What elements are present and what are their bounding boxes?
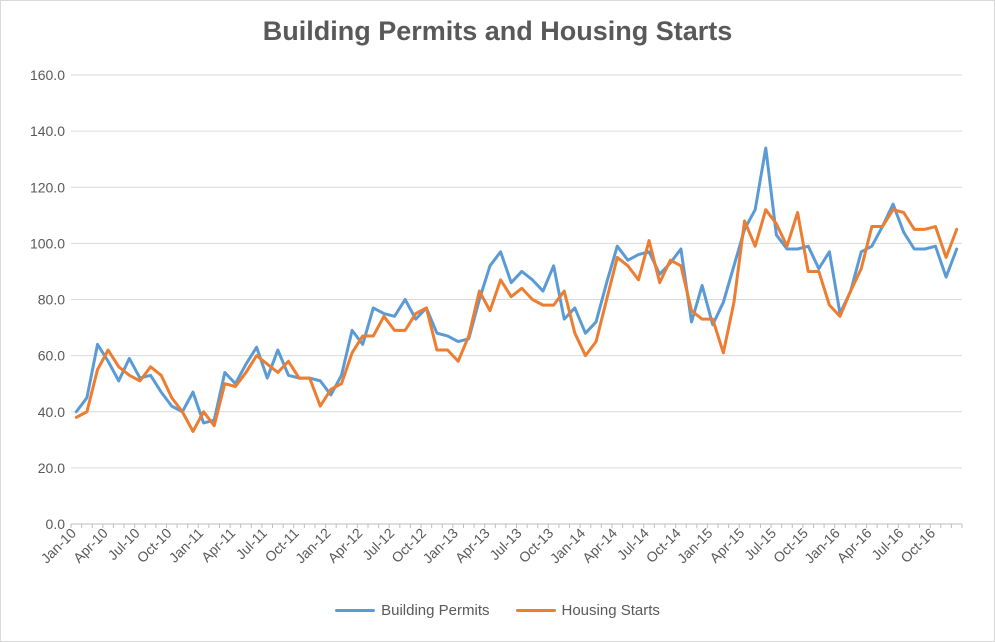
y-tick-label: 140.0 (30, 123, 65, 139)
x-tick-label: Apr-10 (70, 525, 111, 566)
series-lines (74, 146, 959, 433)
legend-item-housing-starts: Housing Starts (515, 602, 660, 619)
x-tick-label: Jan-16 (801, 525, 843, 567)
x-tick-label: Jan-12 (292, 525, 334, 567)
series-line-building-permits (74, 146, 959, 425)
x-tick-label: Oct-16 (897, 525, 938, 566)
y-tick-label: 60.0 (38, 348, 65, 364)
y-tick-label: 40.0 (38, 404, 65, 420)
legend-label-housing-starts: Housing Starts (561, 602, 660, 619)
y-tick-label: 160.0 (30, 67, 65, 83)
x-tick-label: Jan-14 (547, 525, 589, 567)
y-tick-label: 100.0 (30, 235, 65, 251)
legend-label-building-permits: Building Permits (381, 602, 490, 619)
x-tick-label: Jan-11 (166, 525, 207, 566)
x-tick-label: Apr-15 (706, 525, 747, 566)
gridlines (71, 74, 962, 525)
y-axis-ticks: 0.0 20.0 40.0 60.0 80.0 100.0 120.0 140.0 160.0 (30, 67, 65, 532)
x-tick-label: Apr-16 (834, 525, 875, 566)
x-tick-label: Oct-10 (134, 525, 175, 566)
chart-title: Building Permits and Housing Starts (262, 16, 733, 46)
x-tick-label: Apr-14 (579, 525, 620, 566)
x-tick-label: Jan-13 (419, 525, 461, 567)
y-tick-label: 120.0 (30, 179, 65, 195)
legend: Building Permits Housing Starts (0, 602, 995, 619)
x-tick-label: Apr-13 (452, 525, 493, 566)
x-tick-label: Apr-12 (324, 525, 365, 566)
y-tick-label: 0.0 (46, 516, 66, 532)
x-tick-label: Jan-15 (674, 525, 716, 567)
legend-item-building-permits: Building Permits (335, 602, 490, 619)
y-tick-label: 80.0 (38, 292, 65, 308)
x-axis: Jan-10Apr-10Jul-10Oct-10Jan-11Apr-11Jul-… (38, 524, 963, 567)
y-tick-label: 20.0 (38, 460, 65, 476)
x-tick-label: Apr-11 (198, 525, 238, 565)
legend-swatch-building-permits (335, 609, 376, 612)
legend-swatch-housing-starts (515, 609, 556, 612)
series-line-housing-starts (74, 208, 959, 433)
